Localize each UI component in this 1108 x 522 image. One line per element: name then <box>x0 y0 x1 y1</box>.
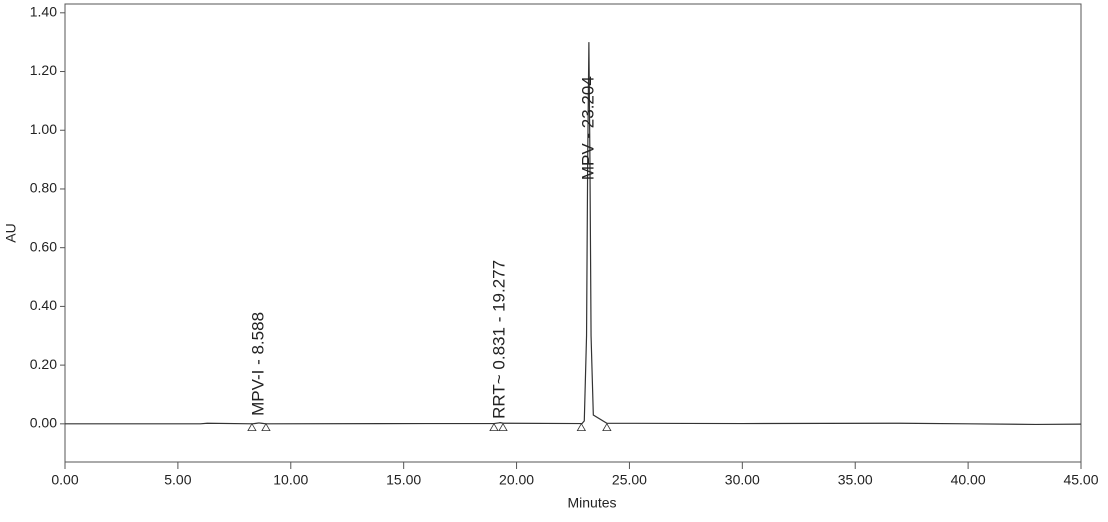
x-tick-label: 15.00 <box>386 472 421 488</box>
y-tick-label: 1.40 <box>30 4 57 20</box>
y-tick-label: 1.20 <box>30 62 57 78</box>
peak-label: MPV-I - 8.588 <box>248 312 267 416</box>
baseline-marker <box>498 422 508 432</box>
chromatogram-line <box>65 42 1082 426</box>
y-tick-label: 0.60 <box>30 238 57 254</box>
y-tick-label: 0.80 <box>30 180 57 196</box>
x-tick-label: 25.00 <box>612 472 647 488</box>
y-tick-label: 0.00 <box>30 415 57 431</box>
baseline-marker <box>489 422 499 432</box>
baseline-marker <box>602 422 612 432</box>
y-axis-label: AU <box>3 223 19 242</box>
y-tick-label: 0.20 <box>30 356 57 372</box>
x-tick-label: 40.00 <box>951 472 986 488</box>
x-tick-label: 5.00 <box>164 472 191 488</box>
x-tick-label: 20.00 <box>499 472 534 488</box>
plot-frame <box>64 3 1082 463</box>
x-tick-label: 0.00 <box>51 472 78 488</box>
x-tick-label: 30.00 <box>725 472 760 488</box>
x-axis-label: Minutes <box>567 495 616 511</box>
y-tick-label: 1.00 <box>30 121 57 137</box>
baseline-marker <box>576 422 587 432</box>
x-tick-label: 45.00 <box>1063 472 1098 488</box>
baseline-marker <box>261 422 271 432</box>
peak-label: RRT~ 0.831 - 19.277 <box>490 260 509 419</box>
x-tick-label: 10.00 <box>273 472 308 488</box>
y-tick-label: 0.40 <box>30 297 57 313</box>
x-tick-label: 35.00 <box>838 472 873 488</box>
peak-label: MPV - 23.204 <box>578 76 597 180</box>
baseline-marker <box>247 422 257 432</box>
